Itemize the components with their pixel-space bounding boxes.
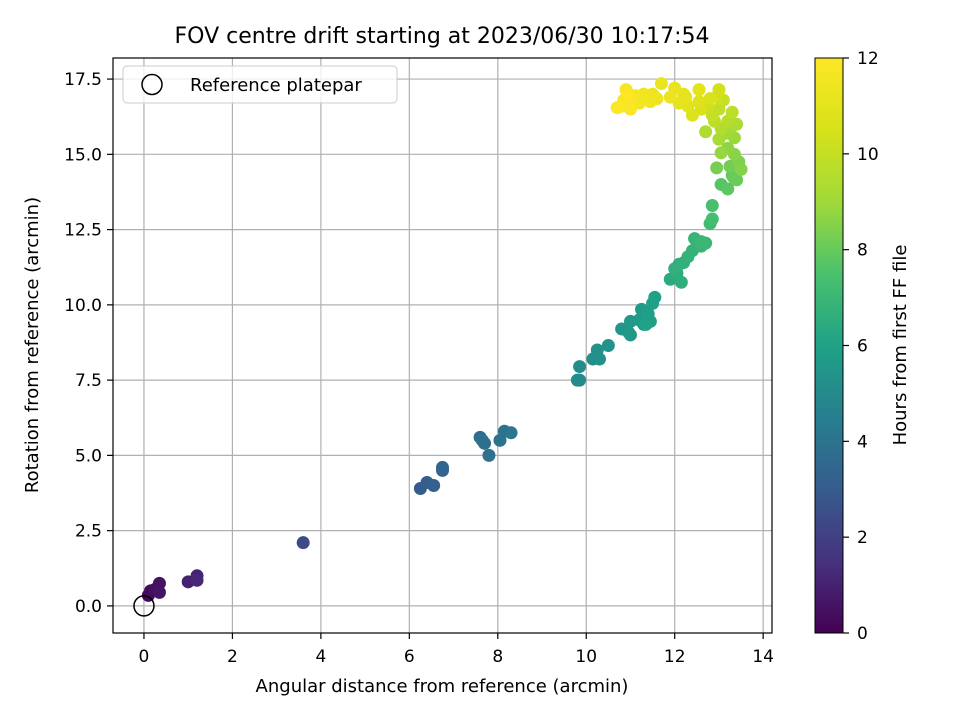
colorbar-tick-label: 6 [857,337,868,357]
data-point [730,173,744,187]
x-axis-ticks: 0 2 4 6 8 10 12 14 [139,633,774,667]
data-point [190,573,204,587]
colorbar [814,57,844,634]
grid-lines [113,58,772,633]
reference-marker-layer [133,595,155,617]
data-point [712,83,726,97]
legend-box [122,65,398,104]
data-point [714,146,728,160]
y-axis-ticks: 0.0 2.5 5.0 7.5 10.0 12.5 15.0 17.5 [64,70,113,617]
data-point [721,182,735,196]
colorbar-ticks: 0 2 4 6 8 10 12 [843,49,879,644]
colorbar-label: Hours from first FF file [890,245,911,446]
x-tick-label: 14 [752,647,774,667]
data-point [296,536,310,550]
scatter-points [141,77,748,602]
y-tick-label: 7.5 [75,371,102,391]
colorbar-tick-label: 10 [857,145,879,165]
y-tick-label: 0.0 [75,597,102,617]
data-point [654,77,668,91]
data-point [475,433,489,447]
colorbar-tick-label: 2 [857,528,868,548]
data-point [590,343,604,357]
data-point [699,125,713,139]
data-point [152,585,166,599]
data-point [601,339,615,352]
colorbar-tick-label: 8 [857,241,868,261]
data-point [692,83,706,97]
data-point [694,235,708,249]
x-axis-label: Angular distance from reference (arcmin) [256,676,629,697]
data-point [725,105,739,119]
data-point [621,89,635,103]
x-tick-label: 12 [664,647,686,667]
chart-title: FOV centre drift starting at 2023/06/30 … [175,24,710,49]
reference-platepar-marker [133,595,155,617]
data-point [663,90,677,104]
y-tick-label: 10.0 [64,296,102,316]
y-tick-label: 12.5 [64,221,102,241]
colorbar-tick-label: 12 [857,49,879,69]
plot-frame [112,57,773,634]
data-point [639,317,653,331]
data-point [482,448,496,462]
x-tick-label: 8 [492,647,503,667]
x-tick-label: 10 [575,647,597,667]
data-point [674,275,688,289]
y-tick-label: 5.0 [75,446,102,466]
data-point [712,132,726,146]
data-point [427,478,441,492]
colorbar-tick-label: 0 [857,624,868,644]
x-tick-label: 6 [404,647,415,667]
data-point [705,199,719,213]
legend-reference-marker [141,73,163,96]
x-tick-label: 4 [315,647,326,667]
colorbar-tick-label: 4 [857,432,868,452]
y-tick-label: 2.5 [75,522,102,542]
data-point [504,426,518,440]
data-point [648,290,662,304]
y-tick-label: 17.5 [64,70,102,90]
data-point [436,460,449,474]
data-point [703,92,717,106]
data-point [692,95,706,109]
y-tick-label: 15.0 [64,145,102,165]
data-point [623,102,637,116]
data-point [152,576,166,590]
legend: Reference platepar [122,65,398,104]
y-axis-label: Rotation from reference (arcmin) [22,197,43,493]
data-point [623,328,637,342]
x-tick-label: 2 [227,647,238,667]
data-point [573,373,587,387]
legend-label-reference: Reference platepar [190,75,362,96]
data-point [573,360,587,374]
data-point [734,162,748,176]
data-point [710,161,724,175]
data-point [610,101,624,115]
x-tick-label: 0 [139,647,150,667]
data-point [705,212,719,226]
